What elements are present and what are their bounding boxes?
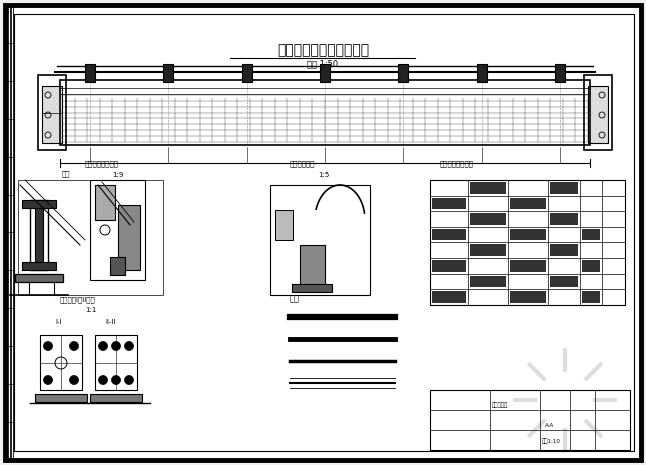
Text: 桥上防撞护栏布置立面图: 桥上防撞护栏布置立面图 — [277, 43, 369, 57]
Circle shape — [43, 341, 52, 351]
Bar — [85, 64, 95, 82]
Bar — [35, 208, 43, 262]
Circle shape — [112, 341, 121, 351]
Bar — [22, 200, 56, 208]
Bar — [584, 75, 612, 150]
Text: 比例1:10: 比例1:10 — [542, 438, 561, 444]
Circle shape — [98, 376, 107, 385]
Text: 钢筋混凝土: 钢筋混凝土 — [492, 402, 508, 408]
Bar — [550, 213, 578, 225]
Circle shape — [98, 341, 107, 351]
Bar — [432, 198, 466, 209]
Text: I-I: I-I — [55, 319, 61, 325]
Bar — [470, 245, 506, 256]
Bar — [550, 182, 578, 193]
Circle shape — [112, 376, 121, 385]
Bar — [588, 86, 608, 143]
Bar — [242, 64, 252, 82]
Text: 1:1: 1:1 — [85, 307, 96, 313]
Bar — [35, 394, 87, 402]
Text: 1:9: 1:9 — [112, 172, 123, 178]
Text: 护栏接头大样: 护栏接头大样 — [290, 160, 315, 167]
Bar — [550, 276, 578, 287]
Bar — [95, 335, 137, 390]
Bar — [30, 200, 48, 270]
Bar — [95, 185, 115, 220]
Bar — [432, 229, 466, 240]
Bar — [430, 180, 625, 305]
Text: 普通连接及竖大样: 普通连接及竖大样 — [85, 160, 119, 167]
Bar — [60, 80, 590, 145]
Bar — [118, 205, 140, 270]
Circle shape — [70, 341, 79, 351]
Text: 总长: 总长 — [62, 170, 70, 177]
Bar — [477, 64, 486, 82]
Text: 全桥护栏信息总表: 全桥护栏信息总表 — [440, 160, 474, 167]
Bar — [22, 262, 56, 270]
Bar — [582, 229, 600, 240]
Text: A-A: A-A — [545, 423, 554, 428]
Text: 1:5: 1:5 — [318, 172, 329, 178]
Bar — [555, 64, 565, 82]
Text: II-II: II-II — [105, 319, 116, 325]
Text: 说明: 说明 — [290, 294, 300, 303]
Bar — [15, 274, 63, 282]
Bar — [470, 213, 506, 225]
Bar — [270, 185, 370, 295]
Bar — [42, 86, 62, 143]
Circle shape — [43, 376, 52, 385]
Text: 混凝土桩I、II大样: 混凝土桩I、II大样 — [60, 296, 96, 303]
Bar — [510, 229, 546, 240]
Bar — [90, 180, 145, 280]
Bar — [470, 182, 506, 193]
Bar — [110, 257, 125, 275]
Bar — [163, 64, 173, 82]
Bar — [510, 260, 546, 272]
Bar — [582, 260, 600, 272]
Bar — [399, 64, 408, 82]
Bar — [432, 292, 466, 303]
Circle shape — [70, 376, 79, 385]
Bar — [432, 260, 466, 272]
Bar — [292, 284, 332, 292]
Bar — [38, 75, 66, 150]
Bar — [90, 394, 142, 402]
Bar — [430, 390, 630, 450]
Bar — [320, 64, 330, 82]
Bar — [510, 198, 546, 209]
Bar — [582, 292, 600, 303]
Bar — [40, 335, 82, 390]
Circle shape — [125, 341, 134, 351]
Bar — [510, 292, 546, 303]
Bar — [300, 245, 325, 290]
Bar — [18, 180, 163, 295]
Circle shape — [125, 376, 134, 385]
Bar — [550, 245, 578, 256]
Bar — [275, 210, 293, 240]
Bar — [470, 276, 506, 287]
Text: 比例 1:50: 比例 1:50 — [307, 60, 339, 68]
